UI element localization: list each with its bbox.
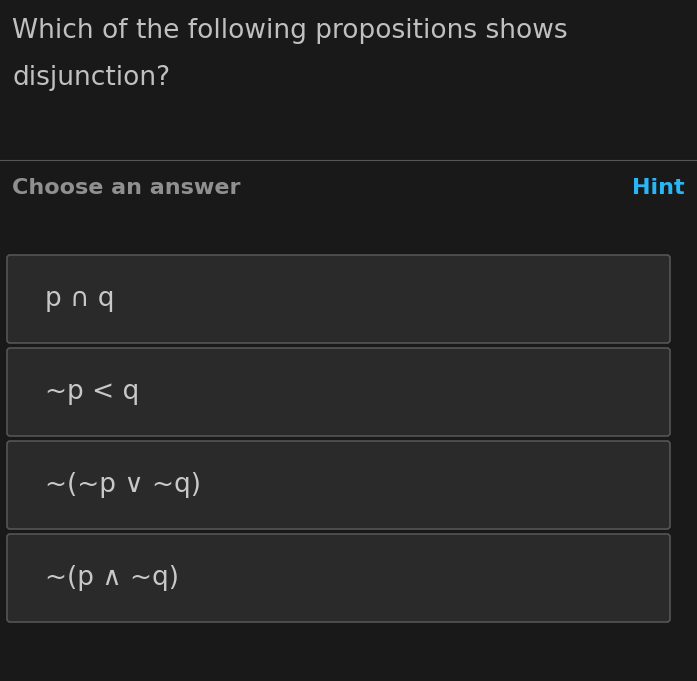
Text: Hint: Hint bbox=[632, 178, 685, 198]
Text: ~p < q: ~p < q bbox=[45, 379, 139, 405]
FancyBboxPatch shape bbox=[7, 255, 670, 343]
Text: p ∩ q: p ∩ q bbox=[45, 286, 114, 312]
Text: ~(~p ∨ ~q): ~(~p ∨ ~q) bbox=[45, 472, 201, 498]
Text: Choose an answer: Choose an answer bbox=[12, 178, 240, 198]
FancyBboxPatch shape bbox=[7, 534, 670, 622]
Text: ~(p ∧ ~q): ~(p ∧ ~q) bbox=[45, 565, 179, 591]
Text: disjunction?: disjunction? bbox=[12, 65, 170, 91]
FancyBboxPatch shape bbox=[7, 441, 670, 529]
FancyBboxPatch shape bbox=[7, 348, 670, 436]
Text: Which of the following propositions shows: Which of the following propositions show… bbox=[12, 18, 567, 44]
